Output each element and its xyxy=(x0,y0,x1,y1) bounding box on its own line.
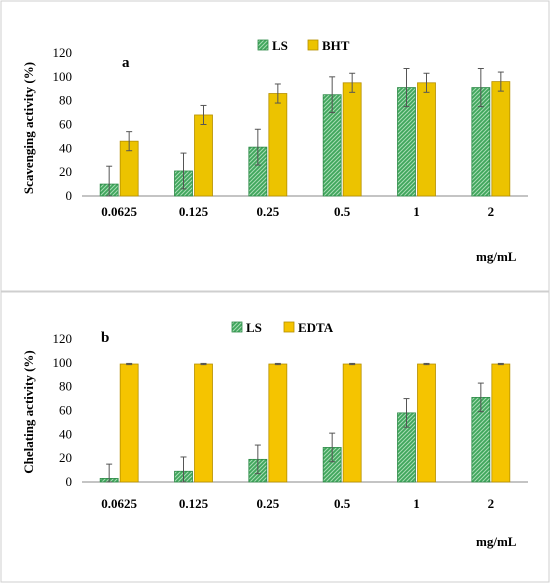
x-tick-label: 0.0625 xyxy=(101,496,137,511)
x-tick-label: 1 xyxy=(413,204,420,219)
y-tick-label: 80 xyxy=(59,93,72,108)
y-tick-label: 60 xyxy=(59,117,72,132)
bar-bht xyxy=(194,114,213,197)
panel-b-letter: b xyxy=(101,330,109,346)
x-tick-label: 0.125 xyxy=(179,496,209,511)
bar-bht xyxy=(342,82,362,197)
x-tick-label: 0.0625 xyxy=(101,204,137,219)
y-tick-label: 0 xyxy=(66,188,73,203)
y-tick-label: 60 xyxy=(59,403,72,418)
y-tick-label: 100 xyxy=(53,355,73,370)
x-tick-label: 0.5 xyxy=(334,496,351,511)
panel-b-bars xyxy=(99,362,511,483)
panel-b-categories: 0.0625 0.125 0.25 0.5 1 2 xyxy=(101,496,494,511)
bar-edta xyxy=(268,363,288,483)
x-tick-label: 0.125 xyxy=(179,204,209,219)
legend-swatch-ls xyxy=(231,321,243,333)
bar-edta xyxy=(417,363,436,483)
panel-b-legend: LS EDTA xyxy=(231,320,334,335)
x-tick-label: 2 xyxy=(488,496,495,511)
y-tick-label: 0 xyxy=(66,474,73,489)
legend-swatch-edta xyxy=(283,321,295,333)
legend-label-bht: BHT xyxy=(322,38,350,53)
x-tick-label: 1 xyxy=(413,496,420,511)
bar-bht xyxy=(417,82,436,197)
legend-swatch-bht xyxy=(307,39,319,51)
x-tick-label: 2 xyxy=(488,204,495,219)
panel-a-categories: 0.0625 0.125 0.25 0.5 1 2 xyxy=(101,204,494,219)
bar-bht xyxy=(491,81,511,197)
y-tick-label: 20 xyxy=(59,164,72,179)
bar-edta xyxy=(491,363,511,483)
panel-b-ylabel: Chelating activity (%) xyxy=(21,350,36,473)
panel-a-letter: a xyxy=(122,55,130,71)
bar-edta xyxy=(119,363,139,483)
panel-b-border xyxy=(0,291,550,583)
panel-a-border xyxy=(0,0,550,292)
panel-a-y-ticks: 0 20 40 60 80 100 120 xyxy=(53,45,73,203)
legend-label-edta: EDTA xyxy=(298,320,334,335)
y-tick-label: 120 xyxy=(53,331,73,346)
y-tick-label: 20 xyxy=(59,450,72,465)
y-tick-label: 40 xyxy=(59,426,72,441)
x-tick-label: 0.25 xyxy=(256,496,279,511)
y-tick-label: 40 xyxy=(59,140,72,155)
legend-label-ls: LS xyxy=(246,320,262,335)
bar-edta xyxy=(342,363,362,483)
y-tick-label: 80 xyxy=(59,379,72,394)
bar-edta xyxy=(194,363,213,483)
panel-b-unit-label: mg/mL xyxy=(476,534,517,549)
panel-b-y-ticks: 0 20 40 60 80 100 120 xyxy=(53,331,73,489)
legend-swatch-ls xyxy=(257,39,269,51)
legend-label-ls: LS xyxy=(272,38,288,53)
x-tick-label: 0.5 xyxy=(334,204,351,219)
panel-a-bars xyxy=(99,67,511,197)
x-tick-label: 0.25 xyxy=(256,204,279,219)
y-tick-label: 120 xyxy=(53,45,73,60)
panel-a-chart: a Scavenging activity (%) mg/mL 0 20 40 60 8… xyxy=(0,0,550,292)
bar-bht xyxy=(268,93,288,197)
panel-a-ylabel: Scavenging activity (%) xyxy=(21,62,36,194)
panel-a-unit-label: mg/mL xyxy=(476,249,517,264)
y-tick-label: 100 xyxy=(53,69,73,84)
panel-b-chart: b Chelating activity (%) mg/mL 0 20 40 60 80… xyxy=(0,291,550,583)
panel-a-legend: LS BHT xyxy=(257,38,350,53)
